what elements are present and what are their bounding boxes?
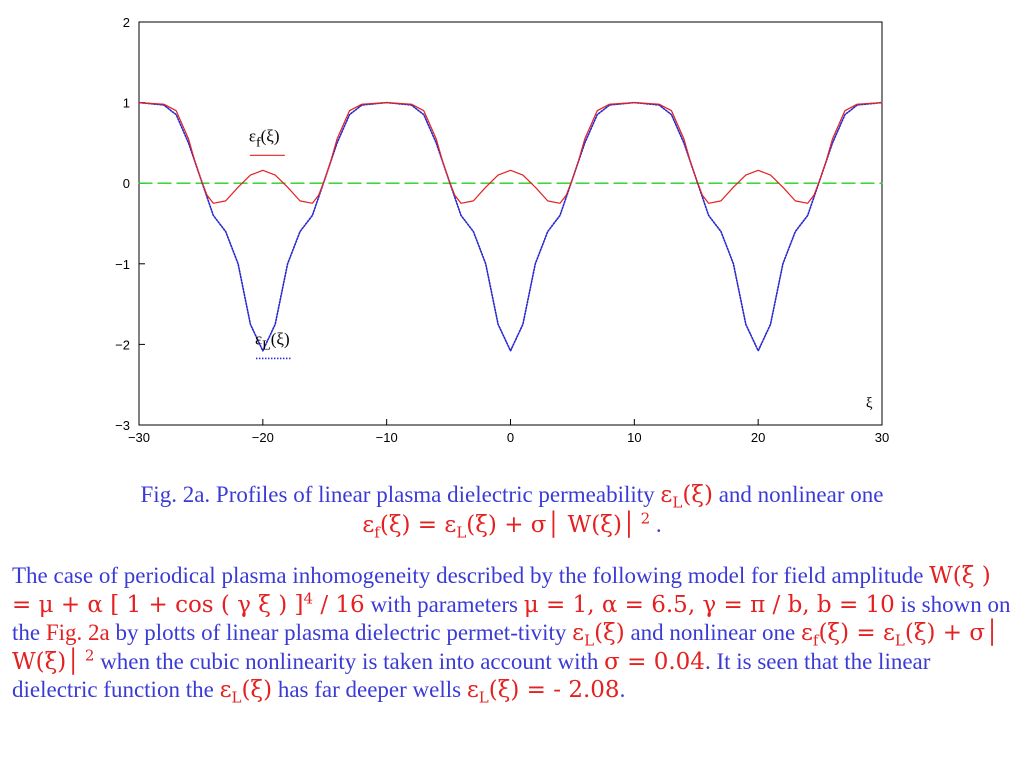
body-paragraph: The case of periodical plasma inhomogene… xyxy=(12,563,1011,707)
figure-caption: Fig. 2a. Profiles of linear plasma diele… xyxy=(20,480,1004,540)
y-tick-label: −2 xyxy=(115,337,130,352)
caption-eps-L: εL(ξ) xyxy=(660,482,713,512)
y-tick-label: 2 xyxy=(123,15,130,30)
series-layer xyxy=(138,101,883,352)
x-tick-label: −30 xyxy=(128,430,150,445)
legend-layer: εf(ξ) εL(ξ) xyxy=(249,126,292,360)
series-dotted-line xyxy=(138,101,883,352)
legend-label-el: εL(ξ) xyxy=(255,329,290,353)
sigma-value: σ = 0.04 xyxy=(604,648,705,675)
x-tick-label: 20 xyxy=(751,430,765,445)
plot-frame xyxy=(138,21,883,426)
caption-text-1: Fig. 2a. Profiles of linear plasma diele… xyxy=(140,482,661,507)
x-tick-label: −10 xyxy=(376,430,398,445)
eps-L-inline-2: εL(ξ) xyxy=(219,677,273,707)
legend-label-ef: εf(ξ) xyxy=(249,126,280,150)
x-axis-label: ξ xyxy=(866,395,873,411)
well-depth: εL(ξ) = - 2.08 xyxy=(466,677,620,707)
y-tick-label: 1 xyxy=(123,96,130,111)
eps-L-inline-1: εL(ξ) xyxy=(572,620,625,650)
y-tick-label: −3 xyxy=(115,418,130,433)
y-tick-label: 0 xyxy=(123,176,130,191)
series-solid-line xyxy=(138,102,883,204)
caption-formula: εf(ξ) = εL(ξ) + σ│ W(ξ)│ 2 xyxy=(362,509,651,542)
x-tick-label: 30 xyxy=(875,430,889,445)
eps-f-formula-inline: εf(ξ) = εL(ξ) + σ│ W(ξ)│ 2 xyxy=(12,620,999,675)
caption-text-2: and nonlinear one xyxy=(712,482,884,507)
x-tick-label: 0 xyxy=(507,430,514,445)
caption-tail: . xyxy=(650,512,662,537)
x-tick-label: −20 xyxy=(252,430,274,445)
y-tick-label: −1 xyxy=(115,257,130,272)
model-params: μ = 1, α = 6.5, γ = π / b, b = 10 xyxy=(523,591,895,618)
fig-ref: Fig. 2a xyxy=(45,620,110,646)
x-tick-label: 10 xyxy=(627,430,641,445)
model-formula: W(ξ ) = μ + α [ 1 + cos ( γ ξ ) ]4 / 16 xyxy=(12,563,991,618)
